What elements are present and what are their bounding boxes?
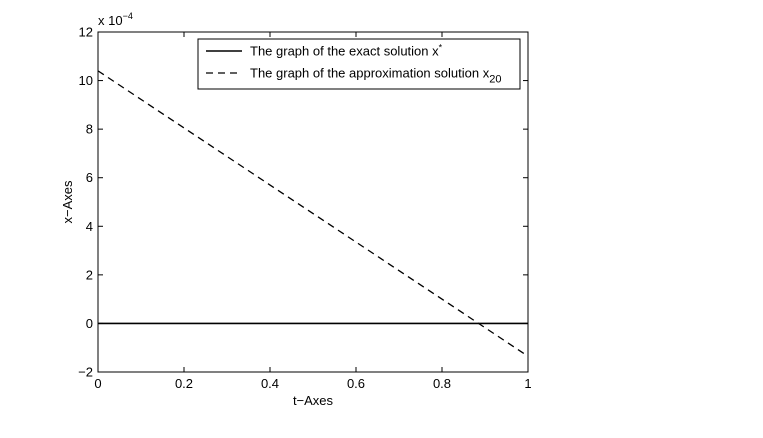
y-tick-label: 2 xyxy=(86,267,93,282)
x-tick-label: 0.2 xyxy=(175,376,193,391)
y-tick-label: 10 xyxy=(79,73,93,88)
x-axis-label: t−Axes xyxy=(293,393,334,408)
x-tick-label: 1 xyxy=(524,376,531,391)
axes-box xyxy=(97,31,529,373)
y-tick-label: 4 xyxy=(86,219,93,234)
y-tick-label: −2 xyxy=(78,365,93,380)
y-scale-exponent: −4 xyxy=(123,11,133,21)
x-tick-label: 0.8 xyxy=(433,376,451,391)
legend-label: The graph of the exact solution x xyxy=(250,44,439,59)
y-tick-label: 12 xyxy=(79,25,93,40)
legend-label: The graph of the approximation solution … xyxy=(250,66,490,81)
x-tick-label: 0.4 xyxy=(261,376,279,391)
series-line-2 xyxy=(97,70,529,357)
x-tick-label: 0.6 xyxy=(347,376,365,391)
legend-entry-2: The graph of the approximation solution … xyxy=(250,66,501,86)
legend-label-superscript: * xyxy=(439,43,443,53)
y-scale-multiplier: x 10−4 xyxy=(98,11,133,28)
y-tick-label: 6 xyxy=(86,170,93,185)
y-tick-label: 8 xyxy=(86,122,93,137)
y-axis-label: x−Axes xyxy=(60,180,75,223)
legend-box xyxy=(197,38,521,90)
plot-area xyxy=(97,70,529,357)
legend-label-subscript: 20 xyxy=(489,74,501,86)
y-tick-label: 0 xyxy=(86,316,93,331)
y-scale-base: x 10 xyxy=(98,13,123,28)
legend: The graph of the exact solution x*The gr… xyxy=(197,38,521,90)
x-tick-label: 0 xyxy=(94,376,101,391)
legend-entry-1: The graph of the exact solution x* xyxy=(250,43,443,59)
